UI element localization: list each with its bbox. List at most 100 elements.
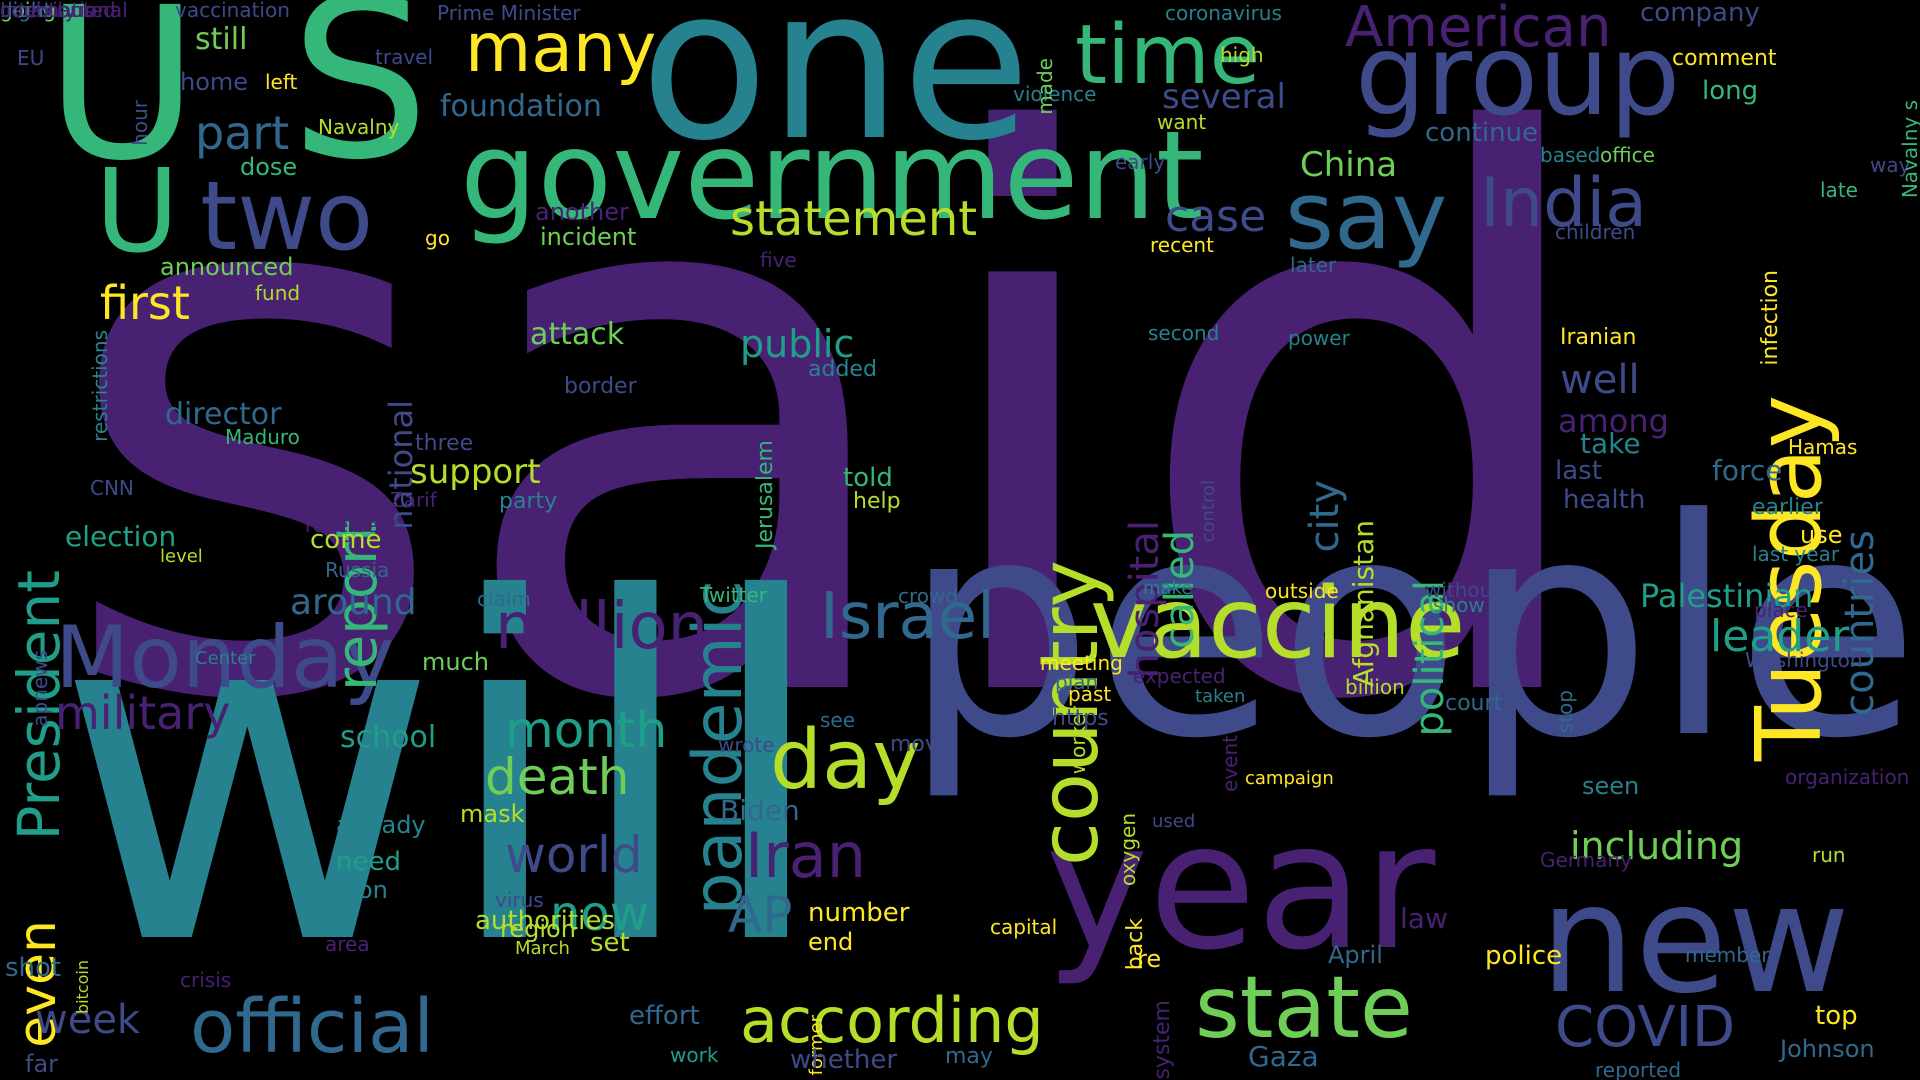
cloud-word: director bbox=[165, 397, 282, 432]
cloud-word: end bbox=[808, 928, 854, 956]
cloud-word: election bbox=[65, 520, 177, 553]
cloud-word: Zarif bbox=[390, 488, 437, 512]
cloud-word: organization bbox=[1785, 765, 1910, 789]
cloud-word: way bbox=[1870, 153, 1911, 177]
cloud-word: run bbox=[1812, 843, 1846, 867]
cloud-word: used bbox=[1152, 811, 1196, 832]
cloud-word: according bbox=[740, 984, 1044, 1057]
cloud-word: Afghanistan bbox=[1347, 520, 1380, 687]
cloud-word: late bbox=[1820, 178, 1858, 202]
cloud-word: AP bbox=[728, 886, 793, 944]
cloud-word: comment bbox=[1672, 46, 1777, 71]
cloud-word: school bbox=[340, 720, 437, 755]
cloud-word: member bbox=[1685, 943, 1770, 967]
cloud-word: need bbox=[336, 847, 401, 877]
cloud-word: say bbox=[1285, 162, 1448, 271]
cloud-word: city bbox=[1302, 480, 1348, 553]
cloud-word: Gaza bbox=[1248, 1040, 1319, 1073]
cloud-word: home bbox=[180, 68, 249, 96]
cloud-word: Navalny bbox=[318, 115, 400, 139]
cloud-word: including bbox=[1570, 824, 1744, 868]
cloud-word: set bbox=[590, 928, 630, 958]
cloud-word: last year bbox=[1752, 542, 1840, 566]
cloud-word: Monday bbox=[55, 608, 395, 708]
cloud-word: meeting bbox=[1040, 651, 1123, 675]
cloud-word: new bbox=[1540, 853, 1851, 1027]
cloud-word: several bbox=[1162, 77, 1286, 117]
cloud-word: recent bbox=[1150, 233, 1214, 257]
cloud-word: announced bbox=[160, 253, 294, 281]
cloud-word: continue bbox=[1425, 118, 1539, 148]
cloud-word: year bbox=[1045, 786, 1436, 989]
cloud-word: Palestinian bbox=[1640, 577, 1814, 615]
cloud-word: past bbox=[1068, 682, 1112, 706]
cloud-word: Johnson bbox=[1780, 1035, 1875, 1063]
cloud-word: billion bbox=[1345, 675, 1405, 699]
cloud-word: told bbox=[843, 463, 893, 493]
cloud-word: International bbox=[0, 0, 128, 22]
cloud-word: leader bbox=[1710, 611, 1850, 662]
cloud-word: see bbox=[820, 708, 856, 732]
cloud-word: million bbox=[495, 590, 709, 664]
cloud-word: crowd bbox=[898, 584, 959, 608]
cloud-word: Twitter bbox=[700, 583, 768, 607]
cloud-word: Navalny s bbox=[1898, 100, 1920, 199]
cloud-word: wrote bbox=[718, 733, 775, 757]
cloud-word: said bbox=[55, 0, 1611, 867]
cloud-word: among bbox=[1558, 402, 1669, 440]
cloud-word: public bbox=[740, 322, 855, 366]
cloud-word: border bbox=[564, 374, 637, 399]
cloud-word: company bbox=[1640, 0, 1760, 28]
cloud-word: reported bbox=[1595, 1058, 1682, 1080]
cloud-word: CNN bbox=[90, 476, 134, 500]
cloud-word: event bbox=[1218, 735, 1242, 792]
cloud-word: week bbox=[35, 997, 141, 1043]
cloud-word: move bbox=[890, 732, 952, 757]
cloud-word: travel bbox=[375, 45, 434, 69]
cloud-word: going bbox=[0, 0, 56, 22]
cloud-word: mask bbox=[460, 800, 525, 828]
cloud-word: month bbox=[505, 701, 668, 759]
cloud-word: left bbox=[265, 70, 298, 94]
cloud-word: official bbox=[190, 984, 434, 1070]
cloud-word: received bbox=[305, 513, 391, 537]
cloud-word: three bbox=[415, 431, 474, 456]
cloud-word: work bbox=[670, 1043, 719, 1067]
cloud-word: country s bbox=[0, 0, 94, 22]
cloud-word: campaign bbox=[1245, 768, 1334, 789]
cloud-word: earlier bbox=[1752, 495, 1823, 520]
cloud-word: people bbox=[903, 455, 1920, 804]
cloud-word: Iran bbox=[745, 819, 867, 892]
cloud-word: early bbox=[1115, 150, 1166, 174]
cloud-word: based bbox=[1540, 143, 1601, 167]
cloud-word: around bbox=[290, 582, 417, 623]
cloud-word: night bbox=[0, 0, 52, 22]
cloud-word: number bbox=[808, 898, 910, 928]
cloud-word: second bbox=[1148, 321, 1220, 345]
cloud-word: dose bbox=[240, 153, 298, 181]
cloud-word: long bbox=[1702, 76, 1759, 106]
cloud-word: one bbox=[640, 0, 1031, 187]
cloud-word: seen bbox=[1582, 772, 1640, 800]
cloud-word: shot bbox=[5, 953, 62, 983]
cloud-word: Center bbox=[195, 648, 256, 669]
cloud-word: Israel bbox=[820, 580, 995, 654]
cloud-word: violence bbox=[1013, 82, 1097, 106]
cloud-word: top bbox=[1815, 1001, 1858, 1031]
cloud-word: already bbox=[336, 811, 426, 839]
cloud-word: place bbox=[1754, 598, 1808, 622]
cloud-word: attack bbox=[530, 317, 625, 352]
cloud-word: decision bbox=[0, 0, 83, 22]
cloud-word: force bbox=[1712, 454, 1783, 487]
cloud-word: bitcoin bbox=[73, 960, 92, 1015]
cloud-word: level bbox=[160, 546, 203, 567]
cloud-word: added bbox=[808, 357, 877, 382]
cloud-word: area bbox=[325, 932, 370, 956]
cloud-word: restrictions bbox=[88, 330, 112, 442]
cloud-word: come bbox=[310, 525, 382, 555]
cloud-word: foundation bbox=[440, 89, 602, 124]
cloud-word: claim bbox=[477, 587, 531, 611]
cloud-word: U bbox=[95, 145, 180, 279]
cloud-word: take bbox=[1580, 427, 1641, 460]
